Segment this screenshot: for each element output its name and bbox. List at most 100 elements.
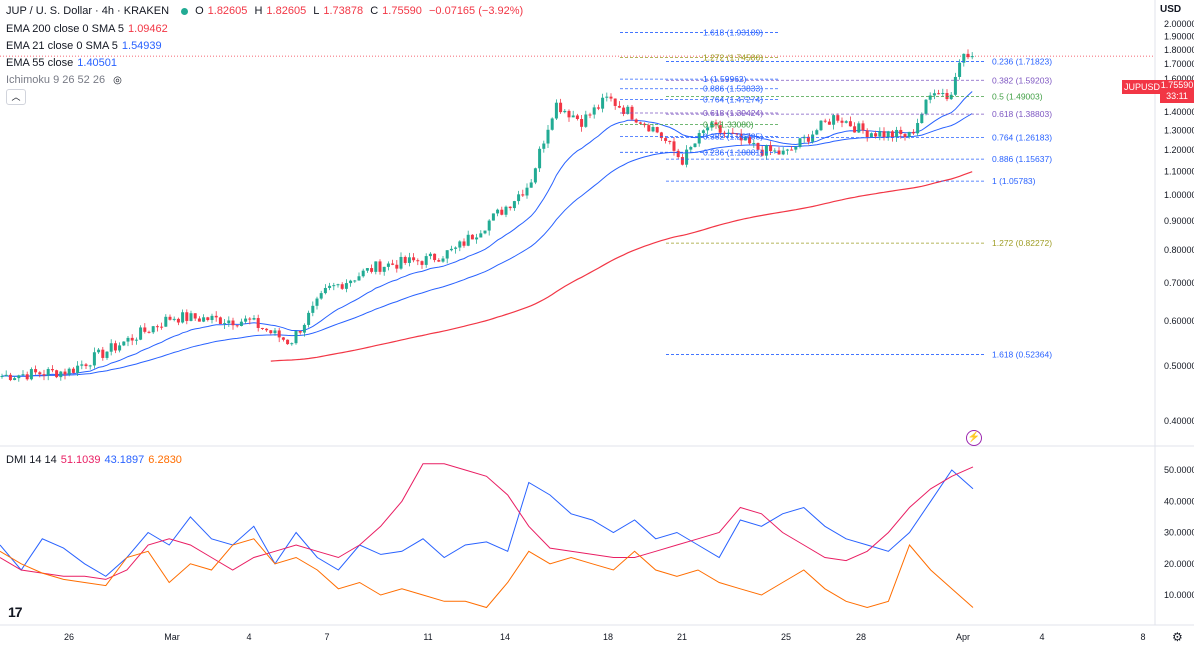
candle-body (97, 349, 101, 353)
candle-body (706, 127, 710, 131)
candle-body (428, 253, 432, 257)
candle-body (46, 369, 50, 376)
candle-body (773, 150, 777, 152)
candle-body (844, 121, 848, 123)
candle-body (567, 110, 571, 118)
candle-body (840, 120, 844, 123)
candle-body (693, 143, 697, 148)
time-tick-label: 28 (856, 632, 866, 642)
dmi-series-line (0, 538, 974, 609)
candle-body (504, 206, 508, 215)
candle-body (277, 330, 281, 338)
candle-body (260, 327, 264, 329)
symbol-title[interactable]: JUP / U. S. Dollar · 4h · KRAKEN (6, 5, 170, 17)
candle-body (25, 374, 29, 380)
candle-body (105, 351, 109, 358)
candle-body (924, 99, 928, 114)
candle-body (168, 316, 172, 320)
candle-body (596, 107, 600, 109)
candle-body (416, 260, 420, 262)
candle-body (311, 305, 315, 313)
candle-body (357, 276, 361, 281)
price-axis[interactable]: 2.000001.900001.800001.700001.600001.500… (1164, 19, 1194, 426)
candle-body (697, 133, 701, 144)
candle-body (126, 337, 130, 342)
collapse-legend-button[interactable]: ︿ (6, 89, 26, 105)
candle-body (214, 315, 218, 318)
indicator-ema21[interactable]: EMA 21 close 0 SMA 5 1.54939 (6, 39, 166, 53)
price-tick-label: 1.30000 (1164, 125, 1194, 135)
candle-body (113, 343, 117, 351)
fib-level-label: 0.382 (1.26735) (703, 132, 763, 142)
candle-body (634, 119, 638, 123)
tradingview-logo[interactable]: 17 (8, 604, 23, 620)
close-label: C (370, 5, 379, 17)
candle-body (647, 125, 651, 132)
fib-level-label: 0.236 (1.18881) (703, 147, 763, 157)
candle-body (441, 258, 445, 262)
indicator-ema200[interactable]: EMA 200 close 0 SMA 5 1.09462 (6, 22, 172, 36)
candle-body (319, 293, 323, 299)
candle-body (886, 131, 890, 138)
candle-body (302, 324, 306, 333)
currency-selector[interactable]: USD (1160, 4, 1182, 15)
lightning-icon[interactable]: ⚡ (966, 430, 982, 446)
indicator-ichimoku[interactable]: Ichimoku 9 26 52 26 ◎ (6, 73, 126, 88)
candle-body (458, 241, 462, 248)
dmi-tick-label: 50.0000 (1164, 465, 1194, 475)
dmi-legend[interactable]: DMI 14 14 51.1039 43.1897 6.2830 (6, 453, 186, 467)
indicator-ema55[interactable]: EMA 55 close 1.40501 (6, 56, 121, 70)
eye-hidden-icon[interactable]: ◎ (113, 75, 122, 86)
candle-body (176, 318, 180, 323)
candle-body (550, 118, 554, 130)
candle-body (13, 378, 17, 381)
candle-body (962, 53, 966, 63)
candle-body (248, 318, 252, 320)
candle-body (689, 147, 693, 150)
candle-body (445, 250, 449, 259)
candle-body (735, 133, 739, 135)
candle-body (403, 256, 407, 263)
close-value: 1.75590 (382, 5, 422, 17)
candle-body (349, 280, 353, 284)
candle-body (559, 102, 563, 113)
price-tick-label: 2.00000 (1164, 19, 1194, 29)
candle-body (55, 370, 59, 378)
candle-body (701, 130, 705, 134)
candle-body (235, 325, 239, 327)
price-tick-label: 0.70000 (1164, 278, 1194, 288)
candle-body (769, 145, 773, 152)
candlestick-series (0, 49, 974, 382)
dmi-tick-label: 10.0000 (1164, 590, 1194, 600)
gear-icon[interactable]: ⚙ (1172, 630, 1183, 644)
time-axis[interactable]: 26 Mar 4 7 11 14 18 21 25 28 Apr 4 8 (64, 632, 1146, 642)
high-value: 1.82605 (266, 5, 307, 17)
candle-body (592, 107, 596, 115)
dmi-series-line (0, 463, 974, 580)
candle-body (685, 149, 689, 165)
ema-200-line (270, 171, 973, 362)
time-tick-label: 11 (423, 632, 432, 642)
fib-level-label: 0.764 (1.47274) (703, 94, 763, 104)
candle-body (853, 126, 857, 133)
time-tick-label: 8 (1140, 632, 1145, 642)
candle-body (710, 122, 714, 128)
time-tick-label: 7 (324, 632, 329, 642)
time-tick-label: 21 (677, 632, 687, 642)
low-label: L (313, 5, 320, 17)
candle-body (344, 283, 348, 289)
candle-body (4, 374, 8, 376)
candle-body (533, 168, 537, 183)
dmi-tick-label: 40.0000 (1164, 496, 1194, 506)
candle-body (790, 149, 794, 151)
candle-body (882, 131, 886, 138)
indicator-value: 1.09462 (128, 23, 168, 35)
candle-body (622, 107, 626, 114)
candle-body (155, 326, 159, 328)
candle-body (857, 123, 861, 133)
candle-body (937, 93, 941, 95)
candle-body (0, 375, 4, 377)
candle-body (76, 365, 80, 373)
price-tick-label: 1.90000 (1164, 32, 1194, 42)
